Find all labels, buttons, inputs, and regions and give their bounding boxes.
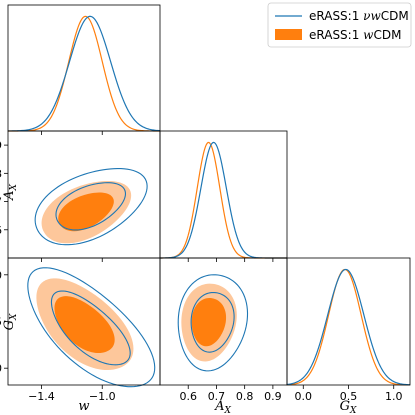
- y-tick-label: 0.8: [0, 167, 2, 180]
- contour-1sigma-wcdm: [58, 192, 114, 232]
- contour-2sigma-nuwcdm: [34, 167, 148, 246]
- panel-frame: [286, 257, 411, 386]
- panel-w-G_X: [4, 257, 161, 389]
- contour-1sigma-nuwcdm: [50, 290, 131, 366]
- x-tick-label: 0.9: [264, 390, 282, 403]
- x-axis-label-gx: GX: [340, 399, 357, 415]
- x-axis-label-w: w: [78, 399, 89, 414]
- marginal-curve-wcdm: [8, 15, 160, 132]
- legend-patch-swatch: [275, 29, 302, 40]
- contour-1sigma-nuwcdm: [190, 291, 235, 353]
- y-tick-label: 0.5: [0, 316, 2, 329]
- y-tick-label: 0.6: [0, 224, 2, 237]
- legend: eRASS:1 νwCDM eRASS:1 wCDM: [267, 2, 412, 48]
- y-axis-label-gx: GX: [2, 313, 19, 330]
- y-tick-label: 0.9: [0, 139, 2, 152]
- contour-1sigma-nuwcdm: [55, 182, 127, 231]
- x-tick-label: 0.6: [179, 390, 197, 403]
- x-tick-label: 0.5: [340, 390, 358, 403]
- x-tick-label: 1.0: [385, 390, 403, 403]
- marginal-curve-nuwcdm: [286, 268, 411, 386]
- panel-G_X-G_X: [286, 257, 411, 389]
- x-tick-label: 0.8: [236, 390, 254, 403]
- contour-1sigma-wcdm: [191, 298, 227, 347]
- y-axis-label-ax: AX: [2, 184, 19, 201]
- legend-entry-0: eRASS:1 νwCDM: [309, 9, 409, 23]
- legend-entry-1: eRASS:1 wCDM: [309, 28, 401, 42]
- y-tick-label: 0.0: [0, 362, 2, 375]
- contour-2sigma-nuwcdm: [27, 267, 156, 388]
- y-tick-label: 0.7: [0, 196, 2, 209]
- marginal-curve-nuwcdm: [7, 15, 161, 132]
- x-tick-label: 0.0: [295, 390, 313, 403]
- x-tick-label: 0.7: [208, 390, 226, 403]
- panel-A_X-G_X: [159, 257, 288, 389]
- marginal-curve-wcdm: [286, 268, 411, 386]
- marginal-curve-wcdm: [159, 141, 287, 259]
- contour-2sigma-nuwcdm: [177, 274, 249, 372]
- panel-w-w: [7, 4, 161, 135]
- legend-box: [267, 2, 412, 48]
- x-axis-label-ax: AX: [214, 399, 231, 415]
- panel-frame: [159, 130, 288, 259]
- panel-A_X-A_X: [159, 130, 288, 262]
- panel-frame: [7, 4, 161, 132]
- panel-w-A_X: [4, 130, 161, 262]
- marginal-curve-nuwcdm: [160, 141, 287, 259]
- x-tick-label: −1.4: [28, 390, 55, 403]
- x-tick-label: −1.0: [89, 390, 116, 403]
- y-tick-label: 1.0: [0, 269, 2, 282]
